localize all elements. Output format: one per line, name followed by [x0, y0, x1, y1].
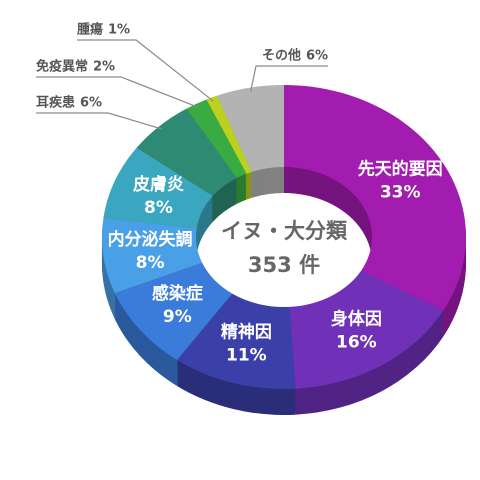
- slice-value: 2%: [93, 60, 115, 75]
- center-title: イヌ・大分類: [221, 219, 348, 243]
- slice-value: 1%: [108, 23, 130, 38]
- slice-value: 33%: [380, 182, 421, 202]
- slice-label: 皮膚炎: [133, 174, 184, 195]
- slice-value: 16%: [336, 333, 377, 353]
- center-subtitle: 353 件: [248, 253, 320, 277]
- slice-value: 8%: [144, 198, 173, 218]
- labels: 先天的要因 33% 身体因 16% 精神因 11% 感染症 9% 内分泌失調 8% 皮膚炎 8% 耳疾患…: [36, 22, 443, 366]
- slice: [284, 85, 466, 311]
- slice-value: 11%: [226, 346, 267, 366]
- slice-label: 免疫異常: [36, 59, 88, 75]
- slice-value: 8%: [136, 253, 165, 273]
- slice-value: 6%: [80, 96, 102, 111]
- slice-label: 先天的要因: [358, 158, 443, 179]
- slice-label: その他: [262, 48, 301, 64]
- slice: [114, 262, 233, 360]
- slice: [186, 99, 247, 178]
- leader-line: [36, 76, 199, 108]
- leader-line: [77, 39, 214, 102]
- donut-tops: [102, 85, 466, 389]
- slice-label: 内分泌失調: [108, 229, 193, 250]
- slice-label: 腫瘍: [77, 22, 103, 38]
- slice-label: 身体因: [331, 309, 382, 330]
- slice: [217, 85, 284, 172]
- leader-line: [250, 65, 329, 92]
- slice: [102, 217, 203, 293]
- slice: [177, 293, 296, 389]
- slice: [103, 147, 213, 229]
- slice-label: 耳疾患: [36, 95, 75, 111]
- leader-line: [36, 112, 163, 130]
- slice: [206, 95, 252, 174]
- slice-label: 精神因: [221, 322, 272, 343]
- slice: [289, 270, 444, 389]
- slice: [136, 108, 237, 196]
- slice-label: 感染症: [152, 283, 203, 304]
- slice-value: 6%: [306, 49, 328, 64]
- slice-value: 9%: [163, 307, 192, 327]
